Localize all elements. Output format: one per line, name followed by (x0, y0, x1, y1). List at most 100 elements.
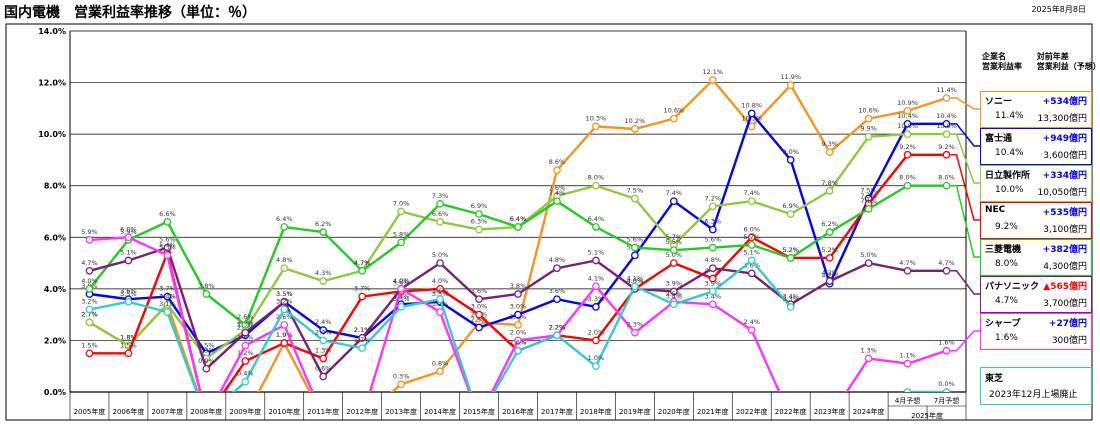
legend-profit-diff: +534億円 (1042, 97, 1087, 107)
data-point (592, 122, 600, 131)
data-label: 4.7% (354, 259, 371, 267)
legend-header-diff: 対前年差 営業利益（予想） (1037, 52, 1100, 72)
legend-profit-diff: +535億円 (1042, 208, 1087, 218)
data-point (397, 380, 405, 389)
data-label: 9.2% (899, 143, 916, 151)
data-label: 4.7% (354, 259, 371, 267)
legend-panel-row1: ソニー +534億円 (985, 94, 1087, 107)
legend-profit-diff: ▲565億円 (1043, 282, 1087, 292)
legend-panel-toshiba-note: 2023年12月上場廃止 (989, 390, 1078, 400)
data-point (747, 122, 756, 131)
data-point (786, 210, 795, 218)
y-tick-label: 12.0% (38, 79, 66, 88)
data-point (553, 166, 561, 175)
data-point (475, 295, 483, 304)
data-label: 6.0% (743, 225, 760, 233)
data-label: 5.9% (81, 228, 98, 236)
data-point (825, 254, 834, 262)
data-point (864, 354, 873, 363)
data-label: 2.4% (315, 318, 332, 326)
legend-company-name: 三菱電機 (985, 245, 1022, 255)
legend-profit-diff: +949億円 (1042, 134, 1087, 144)
x-tick-label: 2007年度 (151, 407, 183, 416)
data-point (708, 300, 717, 309)
x-tick-label: 7月予想 (934, 396, 959, 405)
data-label: 6.6% (432, 210, 449, 218)
data-point (514, 346, 522, 355)
data-label: 1.3% (860, 346, 877, 354)
data-point (514, 336, 522, 345)
x-tick-label: 2024年度 (853, 407, 885, 416)
data-label: 7.1% (860, 197, 877, 205)
data-label: 6.9% (471, 202, 488, 210)
data-label: 5.0% (860, 251, 877, 259)
legend-header-company-line2: 営業利益率 (982, 62, 1022, 71)
data-label: 3.4% (705, 292, 722, 300)
data-point (747, 269, 756, 278)
legend-panel-row1: 三菱電機 +382億円 (985, 242, 1087, 255)
data-label: 4.1% (627, 274, 644, 282)
data-label: 2.4% (743, 318, 760, 326)
data-label: 9.3% (821, 140, 838, 148)
data-label: 1.7% (354, 336, 371, 344)
data-point (825, 187, 834, 195)
data-point (747, 233, 756, 242)
data-label: 4.7% (899, 259, 916, 267)
data-label: 6.9% (782, 202, 799, 210)
data-label: 2.2% (549, 323, 566, 331)
data-label: 3.5% (276, 290, 293, 298)
data-point (319, 228, 328, 236)
chart-title: 国内電機 営業利益率推移（単位：％） (4, 5, 256, 21)
legend-operating-profit: 13,300億円 (1037, 114, 1088, 124)
legend-panel-row2: 11.4% 13,300億円 (985, 111, 1087, 124)
data-label: 3.5% (276, 290, 293, 298)
data-label: 7.2% (705, 194, 722, 202)
data-label: 5.5% (666, 238, 683, 246)
data-label: 4.6% (743, 261, 760, 269)
legend-company-name: 日立製作所 (985, 171, 1031, 181)
data-label: 5.9% (120, 228, 137, 236)
series-4 (85, 181, 951, 329)
data-label: 3.6% (432, 287, 449, 295)
data-label: 1.5% (81, 341, 98, 349)
data-point (631, 125, 639, 133)
legend-connector (950, 97, 980, 110)
data-label: 4.3% (821, 269, 838, 277)
data-point (397, 238, 405, 247)
data-label: 0.0% (938, 380, 955, 388)
data-point (436, 259, 444, 267)
data-point (592, 362, 600, 371)
data-label: 6.4% (276, 215, 293, 223)
data-label: 9.0% (782, 148, 799, 156)
data-point (436, 295, 444, 304)
data-point (85, 349, 94, 358)
legend-connector (950, 133, 980, 184)
legend-margin-rate: 1.6% (995, 333, 1018, 343)
data-label: 6.4% (510, 215, 527, 223)
data-label: 3.8% (510, 282, 527, 290)
x-tick-label: 2016年度 (502, 407, 534, 416)
data-label: 10.6% (858, 107, 879, 115)
data-label: 2.6% (276, 313, 293, 321)
data-label: 12.1% (702, 68, 723, 76)
data-label: 4.2% (821, 272, 838, 280)
data-point (436, 285, 444, 293)
data-label: 3.6% (549, 287, 566, 295)
data-label: 5.2% (821, 246, 838, 254)
data-point (514, 290, 522, 298)
data-point (942, 388, 951, 392)
data-label: 6.0% (120, 225, 137, 233)
data-point (708, 225, 717, 234)
data-label: 10.9% (897, 99, 918, 107)
data-point (592, 223, 600, 231)
data-point (280, 321, 289, 329)
legend-profit-diff: +334億円 (1042, 171, 1087, 181)
data-label: 3.3% (393, 295, 410, 303)
data-label: 4.8% (705, 256, 722, 264)
x-tick-label: 2006年度 (113, 407, 145, 416)
data-label: 4.7% (938, 259, 955, 267)
data-point (786, 303, 795, 311)
data-point (202, 290, 211, 298)
data-label: 5.7% (743, 233, 760, 241)
legend-operating-profit: 10,050億円 (1037, 188, 1088, 198)
